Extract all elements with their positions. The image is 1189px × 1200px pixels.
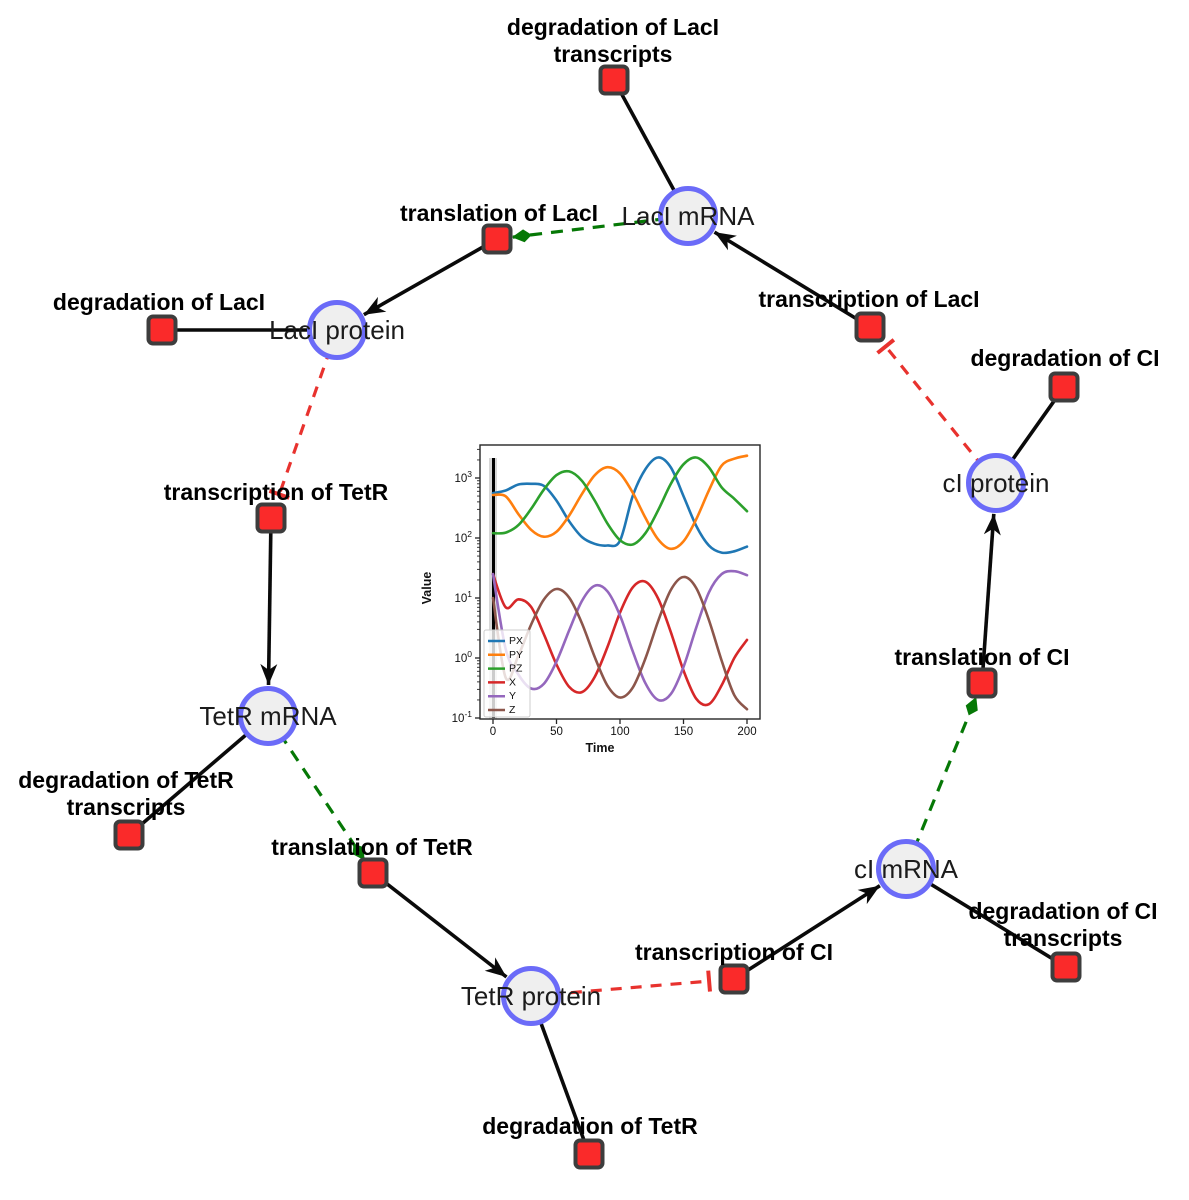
edge-production-transl_ci-to-ci_protein — [980, 513, 1001, 684]
legend-label-X: X — [509, 676, 516, 688]
legend-label-PY: PY — [509, 649, 523, 661]
legend-label-Z: Z — [509, 704, 516, 716]
y-tick-label: 101 — [454, 589, 472, 605]
reaction-label-transl_tetr: translation of TetR — [271, 834, 473, 860]
species-node-laci_protein[interactable] — [307, 300, 367, 360]
y-tick-base: 10 — [454, 533, 467, 545]
y-tick-exponent: 1 — [467, 589, 472, 599]
reaction-node-deg_tetr[interactable] — [573, 1138, 605, 1170]
nodes-layer — [113, 64, 1082, 1170]
legend-label-PX: PX — [509, 635, 523, 647]
reaction-label-line: transcription of CI — [635, 939, 833, 965]
x-tick-label: 150 — [674, 726, 693, 738]
reaction-label-line: translation of TetR — [271, 834, 473, 860]
reaction-label-line: degradation of CI — [970, 345, 1159, 371]
reaction-label-line: degradation of LacI — [53, 289, 265, 315]
y-tick-base: 10 — [454, 473, 467, 485]
reaction-label-transc_laci: transcription of LacI — [758, 286, 979, 312]
reaction-node-deg_ci_tx[interactable] — [1050, 951, 1082, 983]
species-label-laci_protein: LacI protein — [269, 315, 405, 345]
y-tick-base: 10 — [454, 593, 467, 605]
y-tick-label: 102 — [454, 529, 472, 545]
reaction-label-line: degradation of TetR — [18, 767, 234, 793]
reaction-label-deg_laci: degradation of LacI — [53, 289, 265, 315]
reaction-node-deg_ci[interactable] — [1048, 371, 1080, 403]
y-tick-label: 10-1 — [452, 709, 473, 725]
chart-figure-background — [420, 435, 775, 789]
reaction-node-transl_ci[interactable] — [966, 667, 998, 699]
reaction-label-transl_laci: translation of LacI — [400, 200, 598, 226]
reaction-label-deg_tetr_tx: degradation of TetR transcripts — [18, 767, 234, 820]
reaction-label-transl_ci: translation of CI — [894, 644, 1069, 670]
reaction-label-deg_laci_tx: degradation of LacI transcripts — [507, 14, 719, 67]
x-tick-label: 0 — [490, 726, 496, 738]
species-node-laci_mrna[interactable] — [658, 186, 718, 246]
edge-production-transl_laci-to-laci_protein — [363, 237, 498, 317]
reaction-label-line: translation of CI — [894, 644, 1069, 670]
edge-production-transc_laci-to-laci_mrna — [713, 230, 871, 329]
reaction-node-transl_tetr[interactable] — [357, 857, 389, 889]
reaction-label-line: transcription of LacI — [758, 286, 979, 312]
chart-series-PZ — [491, 456, 749, 547]
species-label-tetr_mrna: TetR mRNA — [199, 701, 337, 731]
chart-series-Y — [491, 569, 749, 702]
reaction-label-transc_ci: transcription of CI — [635, 939, 833, 965]
reaction-label-deg_tetr: degradation of TetR — [482, 1113, 698, 1139]
y-tick-exponent: 3 — [467, 469, 472, 479]
reaction-label-line: transcripts — [554, 41, 673, 67]
reaction-node-transc_ci[interactable] — [718, 963, 750, 995]
chart-series-Z — [491, 575, 749, 711]
reaction-node-deg_laci_tx[interactable] — [598, 64, 630, 96]
reaction-label-line: transcription of TetR — [164, 479, 389, 505]
species-node-tetr_mrna[interactable] — [238, 686, 298, 746]
legend-label-Y: Y — [509, 690, 516, 702]
y-tick-base: 10 — [454, 653, 467, 665]
y-tick-base: 10 — [452, 713, 465, 725]
y-tick-exponent: 0 — [467, 649, 472, 659]
species-label-laci_mrna: LacI mRNA — [622, 201, 756, 231]
edge-production-transc_tetr-to-tetr_mrna — [260, 517, 278, 686]
reaction-node-deg_laci[interactable] — [146, 314, 178, 346]
x-tick-label: 200 — [737, 726, 756, 738]
reaction-label-deg_ci_tx: degradation of CI transcripts — [968, 898, 1157, 951]
reaction-node-transl_laci[interactable] — [481, 223, 513, 255]
legend-label-PZ: PZ — [509, 663, 523, 675]
reaction-label-line: degradation of TetR — [482, 1113, 698, 1139]
edge-production-transl_tetr-to-tetr_protein — [371, 871, 508, 979]
reaction-label-transc_tetr: transcription of TetR — [164, 479, 389, 505]
species-label-tetr_protein: TetR protein — [461, 981, 601, 1011]
reaction-label-line: translation of LacI — [400, 200, 598, 226]
y-tick-label: 103 — [454, 469, 472, 485]
legend-box — [483, 629, 531, 718]
reaction-node-transc_tetr[interactable] — [255, 502, 287, 534]
reaction-label-line: transcripts — [67, 794, 186, 820]
chart-series-PY — [491, 454, 749, 551]
reaction-label-line: transcripts — [1004, 925, 1123, 951]
x-tick-label: 100 — [610, 726, 629, 738]
y-tick-exponent: -1 — [464, 709, 472, 719]
reaction-label-deg_ci: degradation of CI — [970, 345, 1159, 371]
edge-modifier-ci_mrna-to-transl_ci — [904, 696, 978, 870]
labels-layer: degradation of LacI transcriptstranslatio… — [18, 14, 1159, 1139]
x-tick-label: 50 — [550, 726, 563, 738]
reaction-label-line: degradation of CI — [968, 898, 1157, 924]
y-tick-exponent: 2 — [467, 529, 472, 539]
species-label-ci_protein: cI protein — [943, 468, 1050, 498]
species-label-ci_mrna: cI mRNA — [854, 854, 959, 884]
reaction-node-deg_tetr_tx[interactable] — [113, 819, 145, 851]
edge-production-transc_ci-to-ci_mrna — [733, 884, 881, 981]
species-node-ci_protein[interactable] — [966, 453, 1026, 513]
reaction-label-line: degradation of LacI — [507, 14, 719, 40]
x-axis-title: Time — [586, 741, 615, 755]
y-axis-title: Value — [420, 572, 434, 605]
species-node-tetr_protein[interactable] — [501, 966, 561, 1026]
reaction-node-transc_laci[interactable] — [854, 311, 886, 343]
y-tick-label: 100 — [454, 649, 472, 665]
species-node-ci_mrna[interactable] — [876, 839, 936, 899]
